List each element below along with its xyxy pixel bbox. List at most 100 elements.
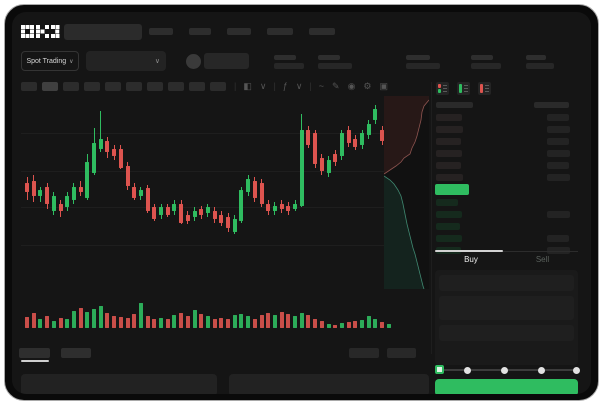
app-window: Spot Trading ∨ ∨ | ◧ ∨ | ƒ ∨ | ~ ✎ ◉ ⚙ ▣ (4, 4, 599, 401)
market-type-label: Spot Trading (26, 57, 67, 65)
ask-row-price[interactable] (436, 138, 461, 145)
slider-stop[interactable] (464, 367, 471, 374)
interval-button[interactable] (105, 81, 121, 91)
ask-row-amount[interactable] (547, 174, 570, 181)
ask-row-price[interactable] (436, 174, 463, 181)
interval-button[interactable] (63, 81, 79, 91)
ask-row-amount[interactable] (547, 138, 569, 145)
tab-buy[interactable]: Buy (464, 255, 478, 264)
orderbook-price-header (436, 102, 473, 108)
candle-body (252, 180, 257, 198)
fullscreen-icon[interactable]: ▣ (379, 81, 389, 91)
interval-button[interactable] (84, 81, 100, 91)
instrument-avatar-icon[interactable] (186, 54, 201, 69)
indicators-icon[interactable]: ƒ (282, 81, 288, 91)
candle-body (78, 186, 83, 193)
ask-row-price[interactable] (436, 150, 462, 157)
amount-field[interactable] (439, 296, 574, 320)
volume-bar (293, 316, 297, 328)
nav-item-placeholder[interactable] (227, 28, 251, 35)
buy-submit-button[interactable] (435, 379, 578, 394)
orderbook-mode-both-icon[interactable] (436, 82, 449, 95)
ask-row-amount[interactable] (547, 162, 569, 169)
candle-body (353, 139, 358, 147)
chevron-down-icon[interactable]: ∨ (259, 81, 267, 91)
volume-bar (219, 317, 224, 328)
tab-sell[interactable]: Sell (535, 255, 550, 264)
volume-bar (319, 320, 324, 328)
amount-slider[interactable] (439, 369, 578, 371)
candle-type-icon[interactable]: ◧ (243, 81, 252, 91)
candle-body (266, 203, 271, 212)
ask-row-price[interactable] (436, 114, 462, 121)
line-tool-icon[interactable]: ~ (318, 81, 325, 91)
draw-tool-icon[interactable]: ✎ (332, 81, 340, 91)
candle-body (199, 209, 204, 215)
bid-row-amount[interactable] (547, 235, 569, 242)
orderbook-mode-asks-icon[interactable] (478, 82, 491, 95)
volume-bar (259, 315, 264, 328)
order-form (435, 270, 578, 365)
chevron-down-icon[interactable]: ∨ (295, 81, 303, 91)
total-field[interactable] (439, 325, 574, 341)
bid-row-amount[interactable] (547, 211, 570, 218)
candle-body (226, 216, 230, 229)
ask-row-amount[interactable] (547, 114, 569, 121)
market-type-selector[interactable]: Spot Trading ∨ (21, 51, 79, 71)
pair-selector[interactable]: ∨ (86, 51, 166, 71)
bid-row-price[interactable] (436, 235, 462, 242)
line-mark (464, 91, 468, 92)
bid-row-price[interactable] (436, 211, 462, 218)
orderbook-mode-bids-icon[interactable] (457, 82, 470, 95)
ask-row-price[interactable] (436, 162, 461, 169)
candle-body (286, 205, 291, 212)
ask-row-amount[interactable] (547, 150, 570, 157)
ask-row-price[interactable] (436, 126, 463, 133)
slider-stop[interactable] (538, 367, 545, 374)
price-field[interactable] (439, 275, 574, 291)
line-mark (443, 85, 447, 86)
volume-bar (266, 313, 271, 328)
nav-item-placeholder[interactable] (267, 28, 293, 35)
interval-button[interactable] (189, 81, 205, 91)
line-mark (443, 91, 447, 92)
interval-button[interactable] (42, 81, 58, 91)
orderbook-last-price[interactable] (435, 184, 469, 195)
candle-body (38, 190, 43, 196)
bottom-tab-active[interactable] (19, 348, 50, 358)
interval-button[interactable] (168, 81, 184, 91)
chart-gridline (21, 171, 389, 173)
candle-body (259, 182, 264, 204)
bid-row-price[interactable] (436, 199, 458, 206)
bottom-action-placeholder[interactable] (387, 348, 416, 358)
interval-button[interactable] (147, 81, 163, 91)
slider-stop-selected[interactable] (435, 365, 444, 374)
bid-row-price[interactable] (436, 223, 460, 230)
candle-body (239, 190, 244, 221)
snapshot-icon[interactable]: ◉ (347, 81, 356, 91)
bid-row-amount[interactable] (547, 247, 570, 254)
slider-stop[interactable] (501, 367, 508, 374)
stat-value-placeholder (526, 63, 554, 69)
stat-value-placeholder (318, 63, 352, 69)
volume-bar (239, 314, 244, 328)
candle-body (380, 129, 385, 141)
bottom-tab[interactable] (61, 348, 91, 358)
settings-icon[interactable]: ⚙ (363, 81, 372, 91)
nav-item-placeholder[interactable] (189, 28, 211, 35)
divider: | (273, 81, 276, 91)
stat-label-placeholder (406, 55, 430, 60)
search-input[interactable] (64, 24, 142, 40)
bottom-action-placeholder[interactable] (349, 348, 379, 358)
interval-button[interactable] (210, 81, 226, 91)
nav-item-placeholder[interactable] (149, 28, 173, 35)
nav-item-placeholder[interactable] (309, 28, 335, 35)
volume-bar (58, 318, 63, 328)
volume-bar (38, 319, 43, 328)
interval-button[interactable] (21, 81, 37, 91)
interval-button[interactable] (126, 81, 142, 91)
orderbook-amount-header (534, 102, 569, 108)
slider-stop[interactable] (573, 367, 580, 374)
ask-row-amount[interactable] (547, 126, 570, 133)
chevron-down-icon: ∨ (154, 58, 160, 65)
